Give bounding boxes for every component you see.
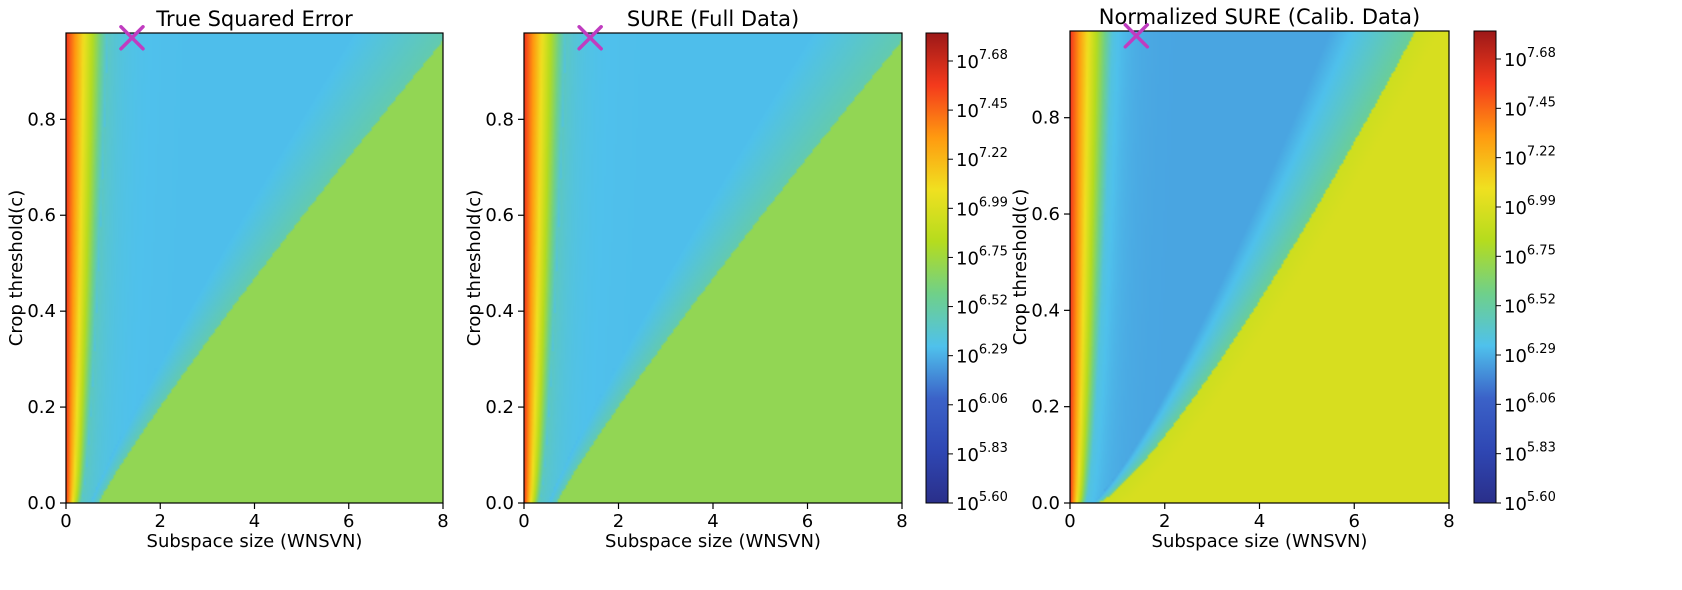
x-tick-label: 8 [896, 511, 907, 532]
colorbar-tick-label: 107.68 [1504, 46, 1556, 71]
colorbar-tick-label: 105.83 [1504, 441, 1556, 466]
colorbar-tick-label: 107.45 [1504, 95, 1556, 120]
y-tick-label: 0.0 [27, 493, 56, 514]
y-tick-label: 0.2 [1031, 397, 1060, 418]
colorbar-tick-label: 105.83 [956, 441, 1008, 466]
y-axis-label: Crop threshold(c) [1010, 189, 1031, 345]
colorbar-fill [1473, 30, 1497, 504]
x-axis-label: Subspace size (WNSVN) [147, 531, 363, 552]
x-tick-label: 6 [343, 511, 354, 532]
colorbar-tick-label: 106.52 [1504, 293, 1556, 318]
colorbar: 105.60 105.83 106.06 106.29 106.52 106.75 106.… [925, 32, 1008, 515]
colorbar: 105.60 105.83 106.06 106.29 106.52 106.75 106.… [1473, 30, 1556, 515]
colorbar-tick-label: 105.60 [1504, 490, 1556, 515]
x-axis-label: Subspace size (WNSVN) [605, 531, 821, 552]
colorbar-tick-label: 107.22 [956, 146, 1008, 171]
x-tick-label: 0 [60, 511, 71, 532]
colorbar-tick-label: 106.06 [956, 392, 1008, 417]
optimum-marker [577, 25, 603, 51]
x-tick-label: 4 [707, 511, 718, 532]
y-tick-label: 0.4 [485, 301, 514, 322]
y-axis-label: Crop threshold(c) [464, 190, 485, 346]
colorbar-tick-label: 106.75 [956, 244, 1008, 269]
x-tick-label: 2 [613, 511, 624, 532]
colorbar-tick-label: 106.29 [1504, 342, 1556, 367]
colorbar-tick-label: 106.52 [956, 294, 1008, 319]
chart-panel-3: 0 2 4 6 8 0.0 0.2 0.4 0.6 0.8 Normalized SURE (Cal… [1010, 5, 1556, 552]
heatmap-surface [66, 33, 443, 503]
y-tick-label: 0.4 [27, 301, 56, 322]
colorbar-tick-label: 106.29 [956, 343, 1008, 368]
x-axis-label: Subspace size (WNSVN) [1152, 531, 1368, 552]
colorbar-tick-label: 106.06 [1504, 391, 1556, 416]
colorbar-tick-label: 107.45 [956, 97, 1008, 122]
heatmap-surface [524, 33, 902, 503]
x-tick-label: 4 [249, 511, 260, 532]
chart-title: SURE (Full Data) [627, 7, 799, 31]
x-tick-label: 4 [1254, 511, 1265, 532]
panels: 0 2 4 6 8 0.0 0.2 0.4 0.6 0.8 True Squared Error Su… [6, 5, 1556, 552]
optimum-marker [119, 25, 145, 51]
y-tick-label: 0.0 [485, 493, 514, 514]
colorbar-fill [925, 32, 949, 504]
y-tick-label: 0.0 [1031, 493, 1060, 514]
colorbar-tick-label: 107.68 [956, 48, 1008, 73]
y-tick-label: 0.4 [1031, 300, 1060, 321]
colorbar-tick-label: 105.60 [956, 490, 1008, 515]
y-tick-label: 0.2 [27, 397, 56, 418]
x-tick-label: 6 [802, 511, 813, 532]
y-tick-label: 0.8 [27, 109, 56, 130]
heatmap-surface [1070, 31, 1449, 503]
chart-title: Normalized SURE (Calib. Data) [1099, 5, 1420, 29]
y-tick-label: 0.6 [27, 205, 56, 226]
y-tick-label: 0.2 [485, 397, 514, 418]
y-axis-label: Crop threshold(c) [6, 190, 27, 346]
colorbar-tick-label: 106.75 [1504, 243, 1556, 268]
x-tick-label: 2 [1159, 511, 1170, 532]
y-tick-label: 0.6 [1031, 204, 1060, 225]
x-tick-label: 0 [518, 511, 529, 532]
x-tick-label: 8 [437, 511, 448, 532]
colorbar-tick-label: 106.99 [956, 195, 1008, 220]
x-tick-label: 6 [1349, 511, 1360, 532]
chart-panel-2: 0 2 4 6 8 0.0 0.2 0.4 0.6 0.8 SURE (Full Data) Subs… [464, 7, 1008, 552]
y-tick-label: 0.8 [1031, 108, 1060, 129]
y-tick-label: 0.8 [485, 109, 514, 130]
optimum-marker [1123, 23, 1150, 49]
chart-panel-1: 0 2 4 6 8 0.0 0.2 0.4 0.6 0.8 True Squared Error Su… [6, 7, 449, 552]
x-tick-label: 8 [1443, 511, 1454, 532]
chart-title: True Squared Error [155, 7, 353, 31]
colorbar-tick-label: 106.99 [1504, 194, 1556, 219]
colorbar-tick-label: 107.22 [1504, 145, 1556, 170]
x-tick-label: 2 [155, 511, 166, 532]
x-tick-label: 0 [1064, 511, 1075, 532]
y-tick-label: 0.6 [485, 205, 514, 226]
